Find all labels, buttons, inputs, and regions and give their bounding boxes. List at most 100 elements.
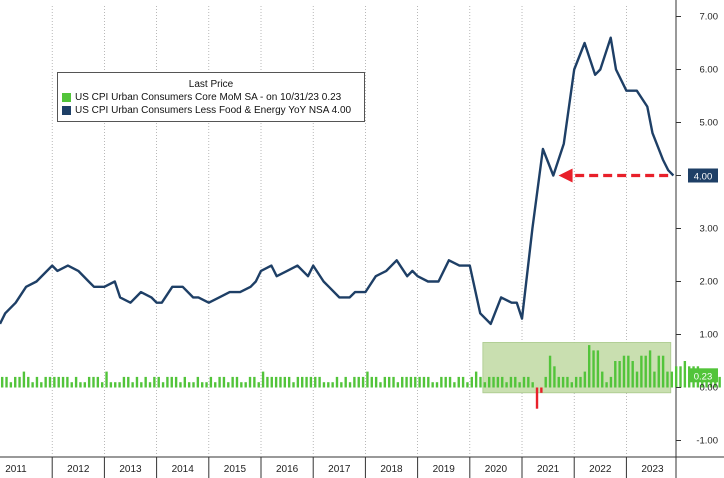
- arrow-head: [558, 168, 573, 183]
- bar: [335, 376, 339, 388]
- bar: [518, 382, 521, 388]
- bar: [614, 361, 617, 388]
- bar: [301, 376, 304, 388]
- bar: [605, 382, 608, 388]
- bar: [205, 382, 208, 388]
- bar: [244, 382, 247, 388]
- bar: [461, 376, 465, 388]
- bar: [448, 376, 452, 388]
- legend-swatch-navy: [62, 106, 71, 115]
- bar: [327, 382, 330, 388]
- bar: [53, 376, 56, 388]
- y-tick-label: 3.00: [700, 224, 719, 235]
- bar: [405, 376, 408, 388]
- line-value-label-bg: [688, 168, 718, 183]
- bar: [357, 376, 360, 388]
- bar: [683, 361, 687, 388]
- bar: [231, 376, 234, 388]
- bar: [296, 376, 300, 388]
- bar: [92, 376, 95, 388]
- bar: [566, 376, 569, 388]
- bar: [222, 376, 226, 388]
- bar: [235, 376, 239, 388]
- bar: [401, 376, 404, 388]
- bar: [144, 376, 147, 388]
- x-tick-label: 2015: [224, 464, 247, 475]
- bar: [348, 382, 352, 388]
- bar: [457, 376, 460, 388]
- bar: [318, 376, 321, 388]
- y-tick-label: 7.00: [700, 12, 719, 23]
- bar: [557, 376, 560, 388]
- bar: [487, 376, 491, 388]
- value-labels: 4.00 0.23: [688, 168, 718, 383]
- bar: [166, 376, 169, 388]
- bar: [9, 382, 13, 388]
- bar: [622, 355, 626, 388]
- bar: [340, 382, 343, 388]
- x-tick-label: 2012: [67, 464, 90, 475]
- bar: [618, 361, 621, 388]
- bar: [322, 382, 326, 388]
- bar: [266, 376, 269, 388]
- bar: [444, 376, 447, 388]
- bar: [314, 376, 317, 388]
- bar: [718, 376, 721, 388]
- bar: [227, 382, 230, 388]
- bar: [105, 371, 108, 388]
- bar: [31, 382, 34, 388]
- bar: [183, 376, 186, 388]
- bar: [483, 382, 487, 388]
- bar: [66, 376, 69, 388]
- bar: [248, 376, 252, 388]
- legend-label-core-yoy: US CPI Urban Consumers Less Food & Energ…: [75, 105, 352, 116]
- bar: [74, 376, 78, 388]
- bar: [583, 371, 587, 388]
- bar: [305, 376, 308, 388]
- bar: [240, 382, 243, 388]
- legend-label-core-mom: US CPI Urban Consumers Core MoM SA - on …: [75, 92, 342, 103]
- bar: [344, 376, 347, 388]
- y-tick-label: 6.00: [700, 65, 719, 76]
- line-value-label: 4.00: [694, 172, 713, 183]
- bar: [379, 382, 382, 388]
- bar: [596, 350, 600, 388]
- bar: [531, 382, 534, 388]
- bar: [383, 376, 387, 388]
- bar: [527, 376, 530, 388]
- bar: [83, 382, 86, 388]
- bar: [453, 382, 456, 388]
- bar: [309, 376, 313, 388]
- bar: [435, 382, 439, 388]
- bar: [157, 376, 160, 388]
- bar: [396, 382, 400, 388]
- bar: [48, 376, 52, 388]
- bar: [422, 376, 426, 388]
- x-tick-label: 2016: [276, 464, 299, 475]
- bar: [496, 376, 500, 388]
- x-tick-label: 2020: [485, 464, 508, 475]
- bar: [440, 376, 443, 388]
- bar: [601, 371, 604, 388]
- legend-swatch-green: [62, 93, 71, 102]
- legend-item-core-mom: US CPI Urban Consumers Core MoM SA - on …: [58, 91, 364, 104]
- y-tick-label: 2.00: [700, 277, 719, 288]
- bar: [161, 382, 165, 388]
- bar: [209, 376, 213, 388]
- bar: [570, 382, 574, 388]
- y-tick-label: 0.00: [700, 383, 719, 394]
- bar: [122, 376, 126, 388]
- x-tick-label: 2023: [641, 464, 664, 475]
- bar: [18, 376, 21, 388]
- x-tick-label: 2018: [380, 464, 403, 475]
- bar-value-label-bg: [688, 368, 718, 383]
- axis-panel: [676, 0, 724, 478]
- bar: [588, 345, 591, 388]
- bar: [118, 382, 121, 388]
- bar: [140, 382, 143, 388]
- bar: [61, 376, 65, 388]
- bar: [331, 382, 334, 388]
- bar: [187, 382, 191, 388]
- bar: [635, 371, 639, 388]
